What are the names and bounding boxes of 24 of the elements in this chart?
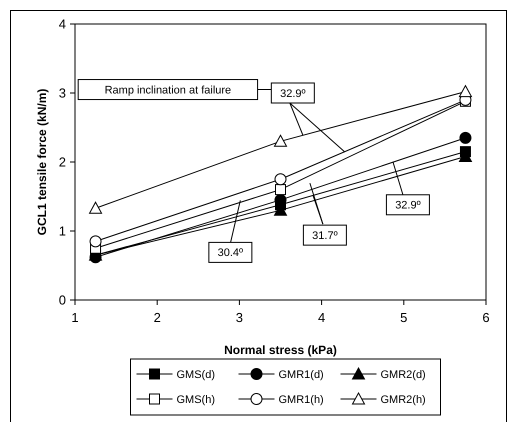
y-tick-label: 4 <box>58 16 66 32</box>
x-tick-label: 6 <box>482 310 490 325</box>
annotation: 32.9º <box>395 200 421 212</box>
y-axis-title: GCL1 tensile force (kN/m) <box>35 88 49 236</box>
legend-label: GMR2(h) <box>380 394 426 406</box>
y-tick-label: 2 <box>58 154 66 170</box>
annotation: 31.7º <box>312 230 338 242</box>
annotation: 32.9º <box>280 88 306 100</box>
legend-label: GMR2(d) <box>380 368 426 381</box>
x-tick-label: 4 <box>318 310 326 325</box>
x-tick-label: 5 <box>400 310 408 325</box>
legend-label: GMS(d) <box>176 368 215 381</box>
y-tick-label: 0 <box>58 292 66 308</box>
annotation: 30.4º <box>218 247 244 260</box>
y-tick-label: 3 <box>58 86 66 101</box>
annotation: Ramp inclination at failure <box>104 84 232 96</box>
legend-label: GMS(h) <box>176 394 215 406</box>
x-tick-label: 3 <box>236 310 244 325</box>
legend-label: GMR1(h) <box>278 394 324 406</box>
legend-label: GMR1(d) <box>278 368 324 381</box>
x-axis-title: Normal stress (kPa) <box>224 343 337 357</box>
x-tick-label: 2 <box>154 310 161 325</box>
y-tick-label: 1 <box>58 224 66 239</box>
x-tick-label: 1 <box>71 310 79 325</box>
